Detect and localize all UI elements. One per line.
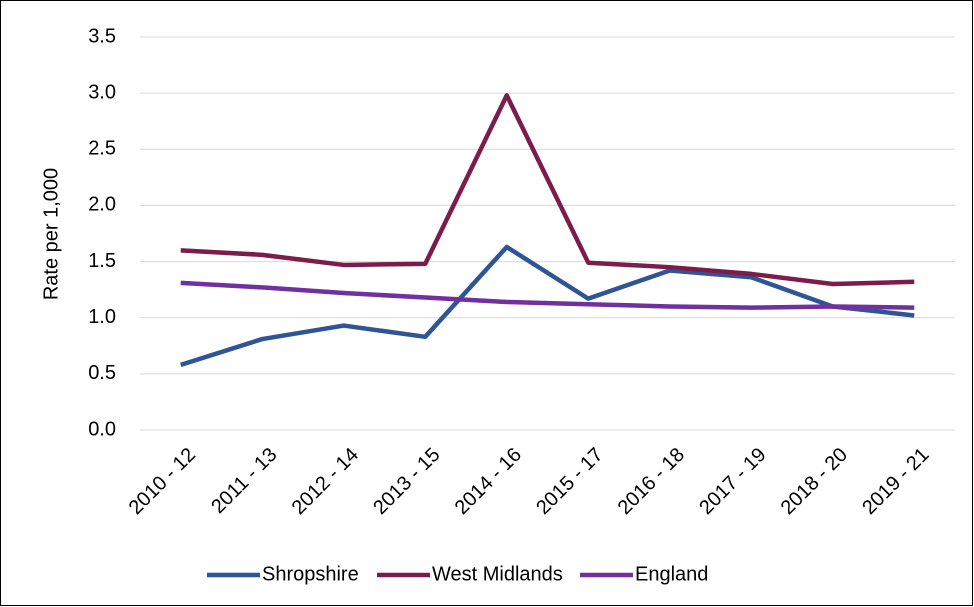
legend-label: West Midlands: [432, 563, 563, 585]
y-tick-label: 0.5: [88, 362, 116, 384]
legend-label: Shropshire: [262, 563, 359, 585]
y-tick-label: 3.0: [88, 81, 116, 103]
series-line: [180, 93, 915, 287]
series-line: [180, 280, 915, 310]
y-tick-label: 1.5: [88, 250, 116, 272]
y-tick-label: 2.5: [88, 138, 116, 160]
y-tick-label: 0.0: [88, 418, 116, 440]
series-line: [180, 244, 915, 368]
y-tick-label: 1.0: [88, 306, 116, 328]
legend-label: England: [635, 563, 708, 585]
y-tick-label: 2.0: [88, 194, 116, 216]
y-axis-label: Rate per 1,000: [40, 168, 62, 300]
y-tick-label: 3.5: [88, 25, 116, 47]
